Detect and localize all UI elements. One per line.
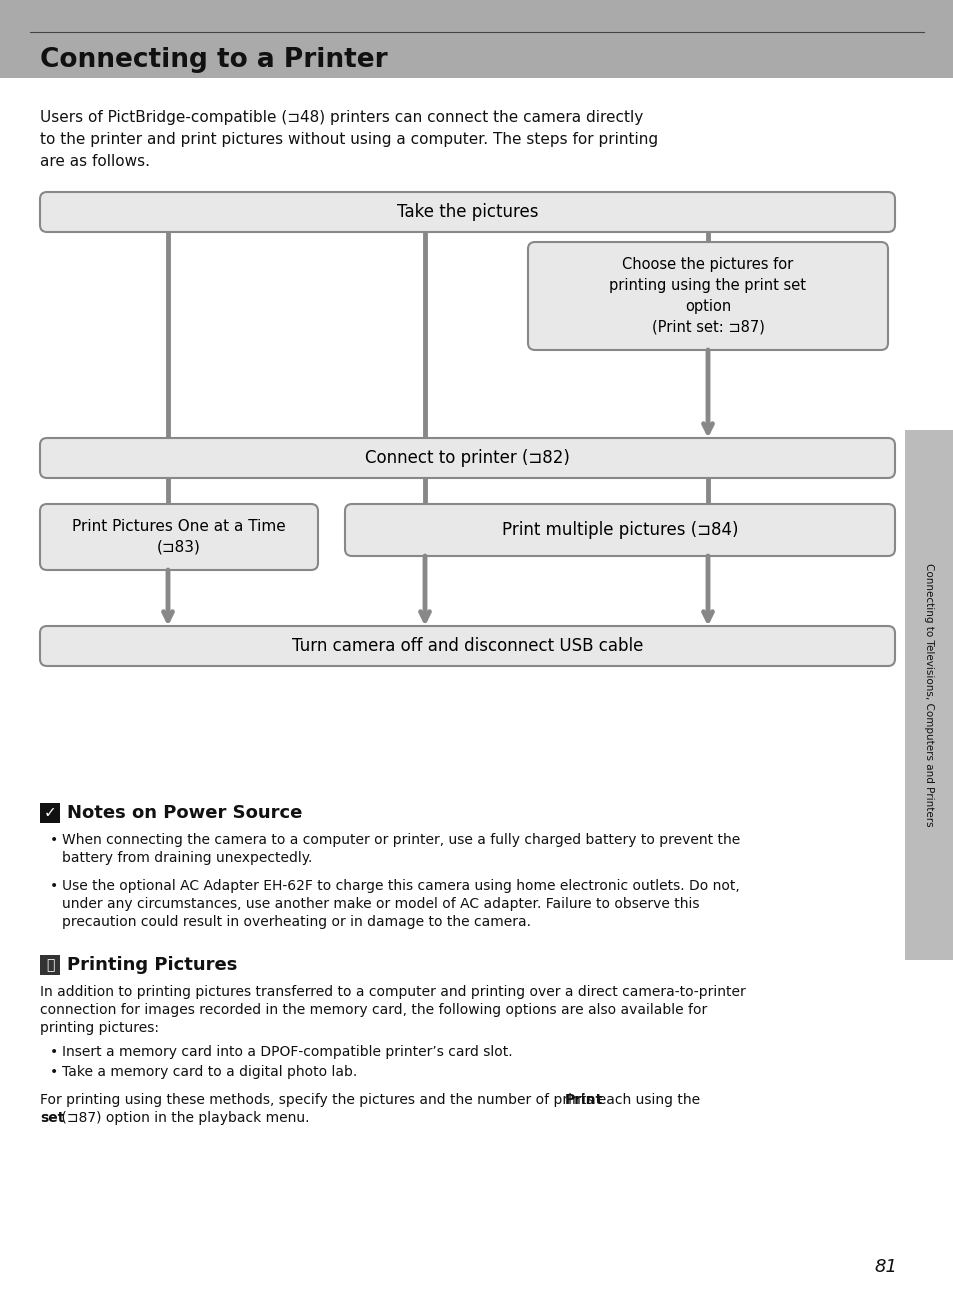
- Text: Notes on Power Source: Notes on Power Source: [67, 804, 302, 823]
- Text: In addition to printing pictures transferred to a computer and printing over a d: In addition to printing pictures transfe…: [40, 986, 745, 999]
- Text: For printing using these methods, specify the pictures and the number of prints : For printing using these methods, specif…: [40, 1093, 703, 1106]
- Text: (⊐87) option in the playback menu.: (⊐87) option in the playback menu.: [56, 1112, 309, 1125]
- Text: ✓: ✓: [44, 805, 56, 820]
- Bar: [40, 955, 60, 975]
- FancyBboxPatch shape: [345, 505, 894, 556]
- Text: are as follows.: are as follows.: [40, 154, 150, 170]
- FancyBboxPatch shape: [40, 438, 894, 478]
- Text: •: •: [50, 1045, 58, 1059]
- Text: Print: Print: [564, 1093, 602, 1106]
- Text: •: •: [50, 1066, 58, 1079]
- Text: Turn camera off and disconnect USB cable: Turn camera off and disconnect USB cable: [292, 637, 642, 654]
- Text: connection for images recorded in the memory card, the following options are als: connection for images recorded in the me…: [40, 1003, 706, 1017]
- FancyBboxPatch shape: [40, 192, 894, 233]
- Text: Connecting to Televisions, Computers and Printers: Connecting to Televisions, Computers and…: [923, 564, 934, 827]
- Text: •: •: [50, 833, 58, 848]
- Text: Users of PictBridge-compatible (⊐48) printers can connect the camera directly: Users of PictBridge-compatible (⊐48) pri…: [40, 110, 642, 125]
- Text: •: •: [50, 879, 58, 894]
- Text: precaution could result in overheating or in damage to the camera.: precaution could result in overheating o…: [62, 915, 531, 929]
- Text: battery from draining unexpectedly.: battery from draining unexpectedly.: [62, 851, 312, 865]
- Text: When connecting the camera to a computer or printer, use a fully charged battery: When connecting the camera to a computer…: [62, 833, 740, 848]
- Text: printing pictures:: printing pictures:: [40, 1021, 159, 1035]
- Text: Choose the pictures for
printing using the print set
option
(Print set: ⊐87): Choose the pictures for printing using t…: [609, 258, 805, 335]
- Text: Connect to printer (⊐82): Connect to printer (⊐82): [365, 449, 569, 466]
- Text: under any circumstances, use another make or model of AC adapter. Failure to obs: under any circumstances, use another mak…: [62, 897, 699, 911]
- Bar: [40, 803, 60, 823]
- Bar: [904, 430, 953, 961]
- Text: ⌕: ⌕: [46, 958, 54, 972]
- Text: Connecting to a Printer: Connecting to a Printer: [40, 47, 387, 74]
- Text: 81: 81: [873, 1257, 896, 1276]
- Text: Insert a memory card into a DPOF-compatible printer’s card slot.: Insert a memory card into a DPOF-compati…: [62, 1045, 512, 1059]
- Text: set: set: [40, 1112, 64, 1125]
- FancyBboxPatch shape: [40, 505, 317, 570]
- Text: Use the optional AC Adapter EH-62F to charge this camera using home electronic o: Use the optional AC Adapter EH-62F to ch…: [62, 879, 739, 894]
- Text: Take the pictures: Take the pictures: [396, 202, 537, 221]
- FancyBboxPatch shape: [527, 242, 887, 350]
- FancyBboxPatch shape: [40, 625, 894, 666]
- Text: Print Pictures One at a Time
(⊐83): Print Pictures One at a Time (⊐83): [72, 519, 286, 555]
- Text: to the printer and print pictures without using a computer. The steps for printi: to the printer and print pictures withou…: [40, 131, 658, 147]
- Text: Print multiple pictures (⊐84): Print multiple pictures (⊐84): [501, 520, 738, 539]
- Text: Printing Pictures: Printing Pictures: [67, 957, 237, 974]
- Bar: [0, 0, 953, 78]
- Text: Take a memory card to a digital photo lab.: Take a memory card to a digital photo la…: [62, 1066, 356, 1079]
